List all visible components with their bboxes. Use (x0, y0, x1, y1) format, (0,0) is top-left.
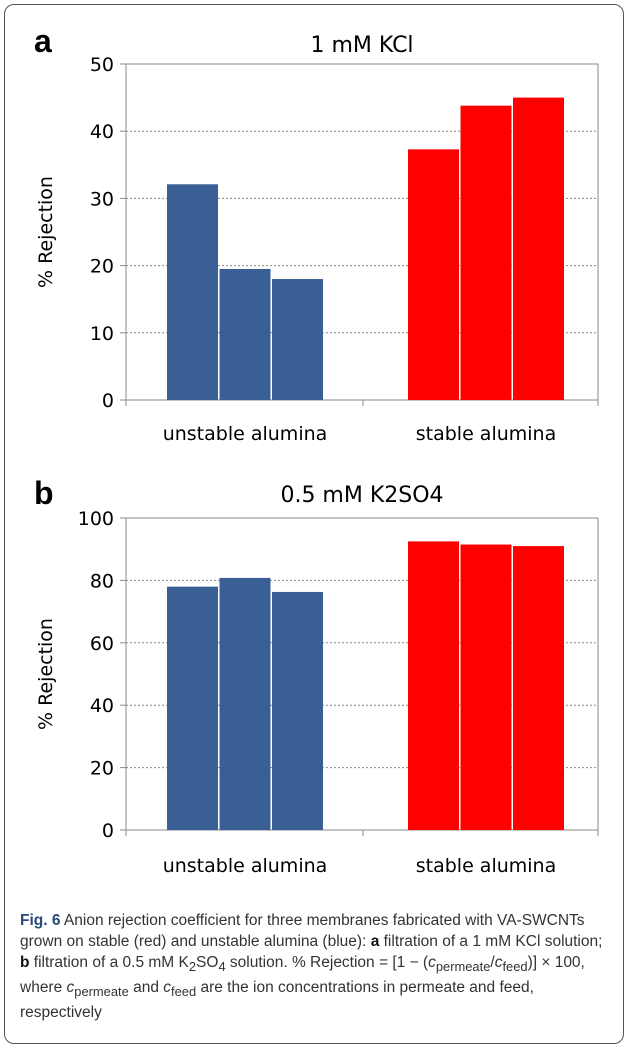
x-category-label: stable alumina (416, 855, 557, 877)
caption-text: Anion rejection coefficient for three me… (20, 912, 585, 950)
x-category-label: stable alumina (416, 423, 557, 445)
chart-title: 1 mM KCl (310, 33, 413, 58)
caption-text: and (128, 979, 164, 997)
y-tick-label: 20 (90, 758, 114, 780)
caption-panel-b: b (20, 954, 30, 971)
bar (513, 546, 564, 830)
bar (408, 541, 459, 830)
x-category-label: unstable alumina (163, 423, 328, 445)
y-tick-label: 20 (90, 256, 114, 278)
caption-figure-label: Fig. 6 (20, 912, 61, 929)
y-tick-label: 40 (90, 695, 114, 717)
bar (167, 586, 218, 830)
y-tick-label: 60 (90, 633, 114, 655)
caption-variable: c (66, 979, 75, 997)
bar (219, 268, 271, 400)
y-tick-label: 0 (102, 390, 114, 412)
caption-subscript: 2 (188, 959, 197, 975)
caption-variable: c (163, 979, 172, 997)
bar (272, 279, 323, 400)
plot-area-border (125, 517, 599, 831)
y-tick-label: 10 (90, 323, 114, 345)
bar (219, 577, 271, 830)
bar (460, 544, 512, 830)
caption-subscript: 4 (218, 959, 226, 975)
plot-area-border (125, 63, 599, 401)
bar (460, 105, 512, 400)
y-tick-label: 50 (90, 54, 114, 76)
caption-text: are the ion concentrations in permeate a… (20, 979, 534, 1022)
panel-label: a (34, 23, 52, 59)
figure-charts: 0 10 20 30 40 50 unstable alumina stable alumin… (34, 23, 599, 877)
caption-panel-a: a (370, 933, 380, 950)
bar (167, 184, 218, 400)
caption-subscript: feed (171, 984, 197, 1000)
caption-variable: c (494, 954, 503, 971)
y-tick-label: 0 (102, 820, 114, 842)
caption-text: filtration of a 1 mM KCl solution; (379, 933, 603, 950)
y-axis-label: % Rejection (35, 176, 57, 288)
bar (408, 149, 459, 400)
caption-text: )] × 100, where (20, 954, 585, 997)
y-tick-label: 40 (90, 121, 114, 143)
panel-label: b (34, 475, 54, 511)
caption-variable: c (428, 954, 436, 971)
y-tick-label: 30 (90, 188, 114, 210)
y-axis-label: % Rejection (35, 618, 57, 730)
caption-text: / (490, 954, 495, 971)
caption-text: solution. % Rejection = [1 − ( (225, 954, 429, 971)
caption-subscript: feed (502, 959, 528, 975)
figure-caption: Fig. 6 Anion rejection coefficient for t… (20, 910, 612, 1023)
caption-subscript: permeate (435, 959, 491, 975)
bar (513, 97, 564, 400)
x-category-label: unstable alumina (163, 855, 328, 877)
y-tick-label: 100 (78, 508, 114, 530)
bar (272, 591, 323, 830)
caption-subscript: permeate (74, 984, 129, 1000)
caption-text: SO (196, 954, 219, 971)
chart-title: 0.5 mM K2SO4 (280, 483, 443, 508)
y-tick-label: 80 (90, 570, 114, 592)
caption-text: filtration of a 0.5 mM K (29, 954, 189, 971)
